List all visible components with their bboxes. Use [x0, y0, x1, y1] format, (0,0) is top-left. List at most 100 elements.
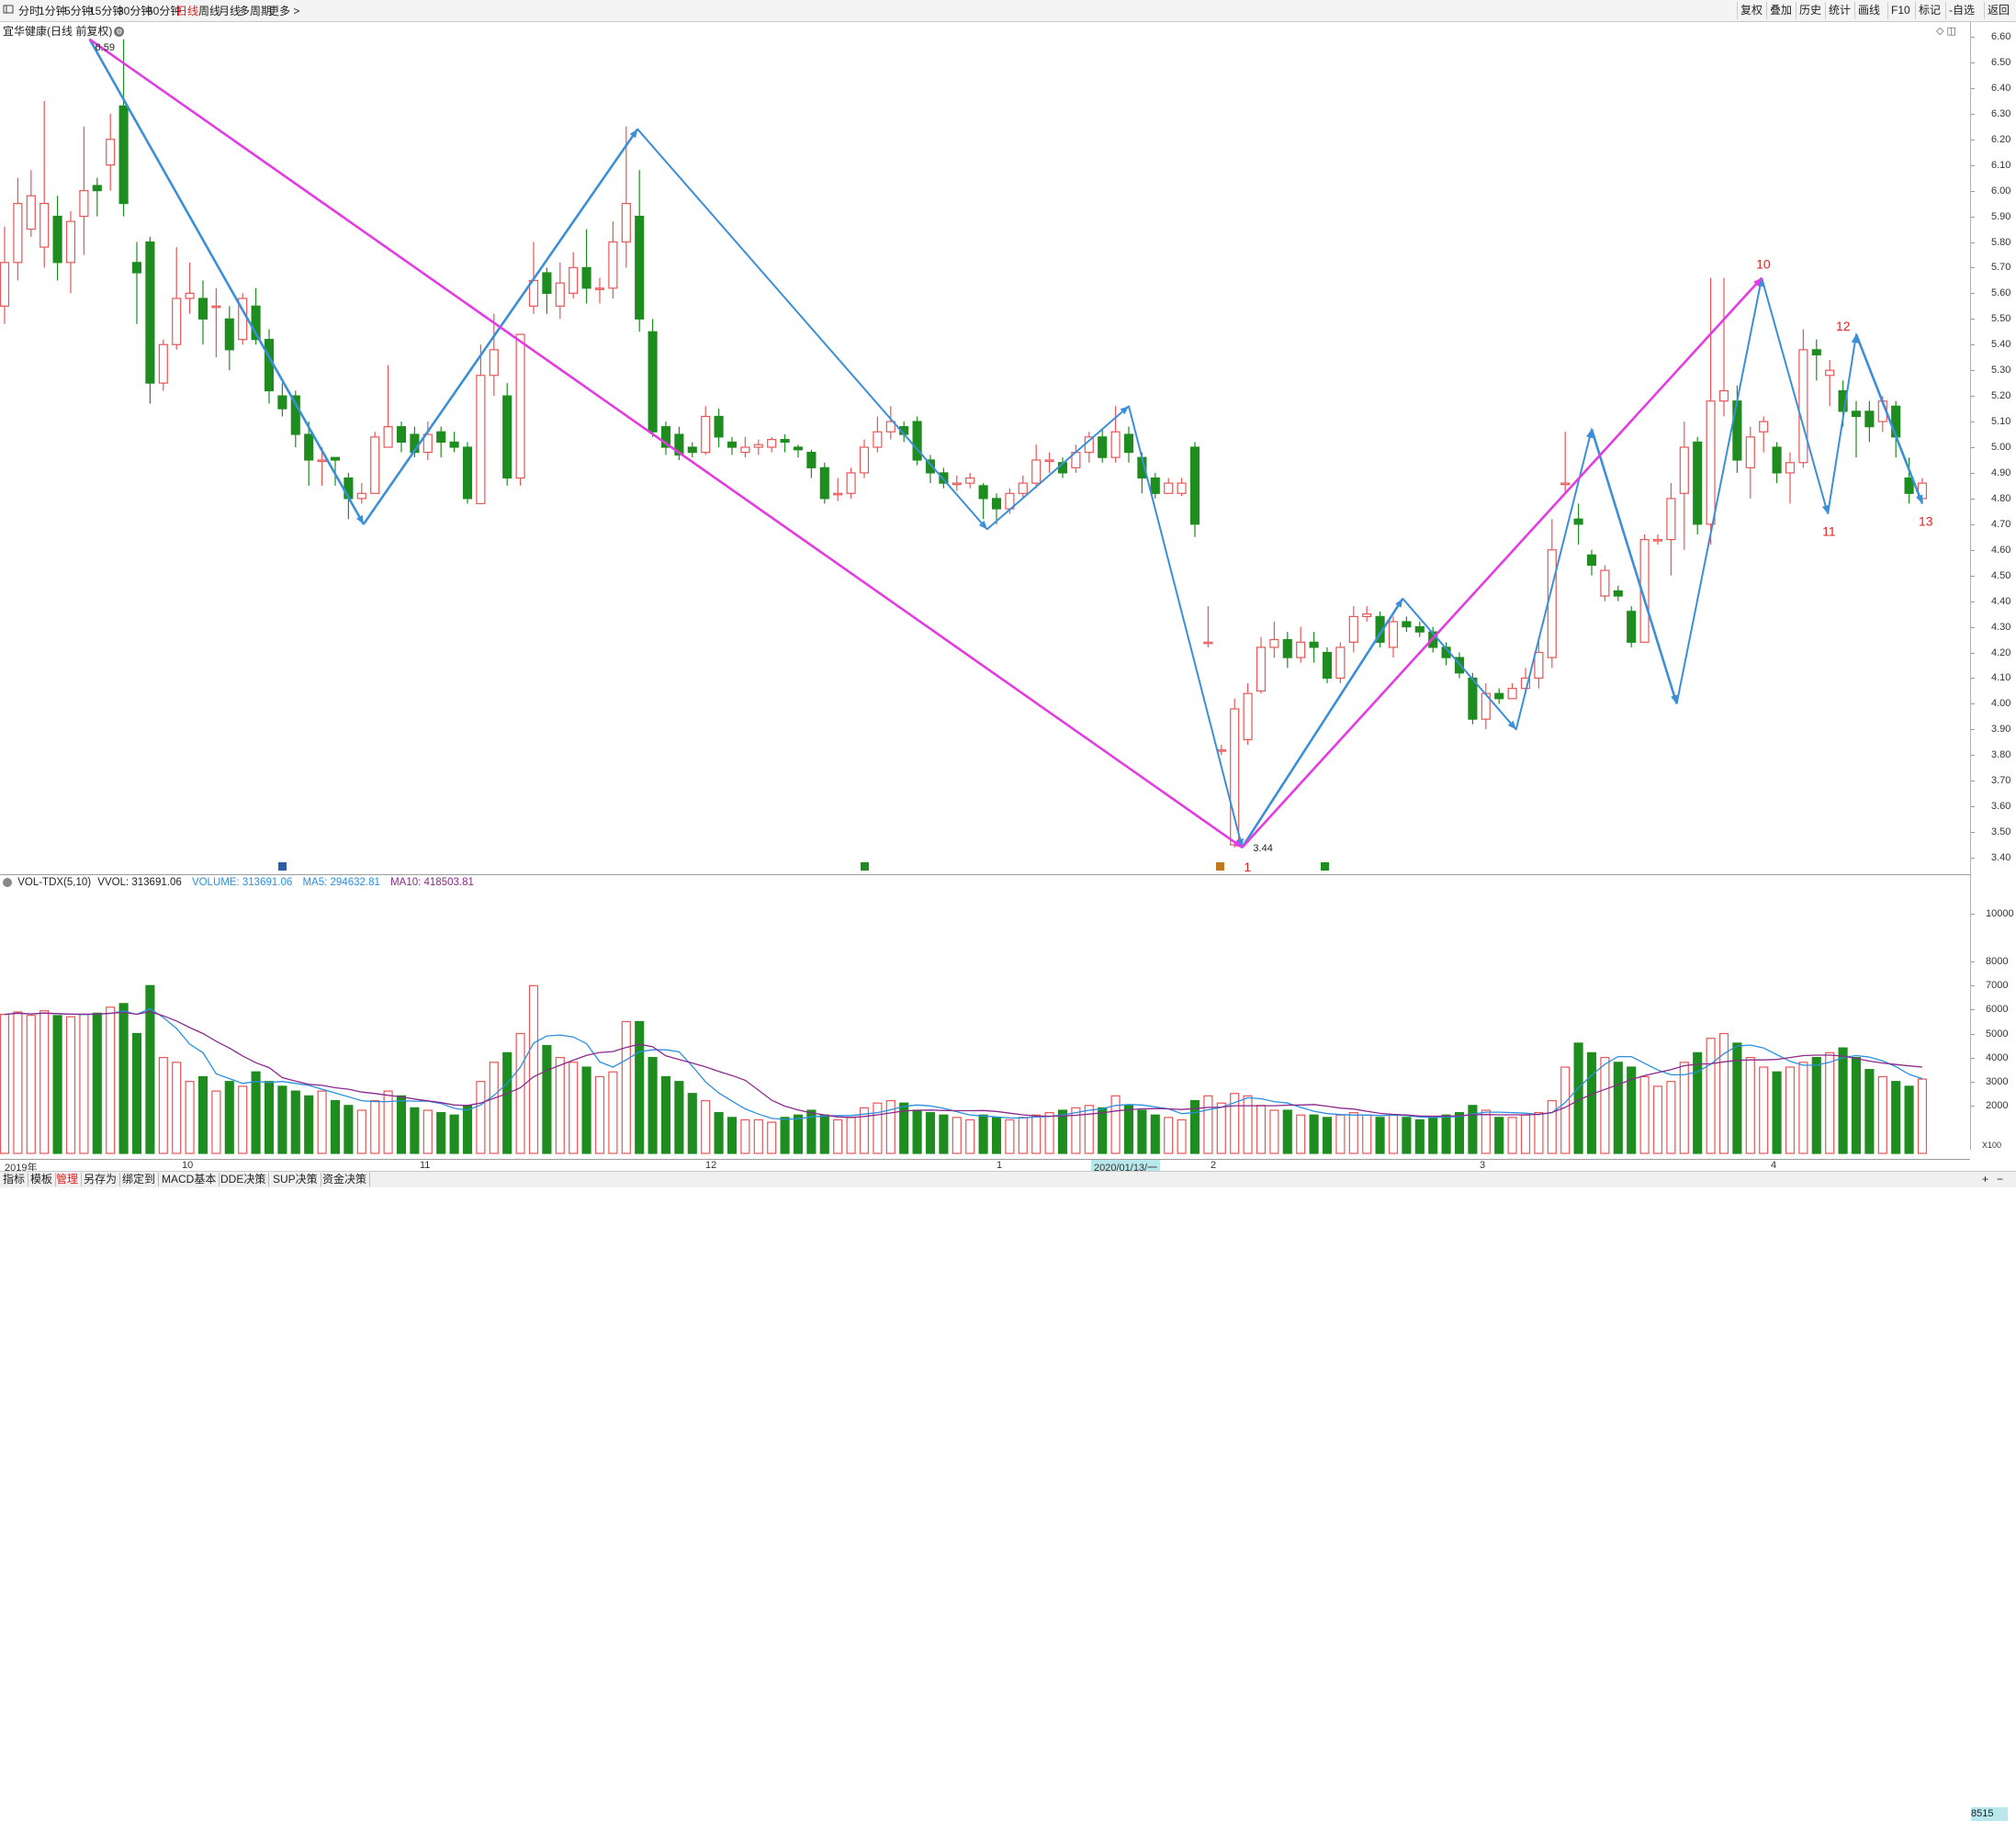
candle-body	[885, 421, 895, 433]
indicator-toggle-icon[interactable]	[3, 877, 12, 887]
toolbar-right-1[interactable]: 叠加	[1766, 2, 1795, 19]
period-tab-3[interactable]: 15分钟	[89, 5, 124, 17]
price-axis: ◇ ◫ 6.60 6.50 6.40 6.30 6.20 6.10 6.00 5.90 5.80…	[1936, 22, 2016, 874]
candlestick-chart[interactable]: 6.59 3.441 10 11 12 13	[0, 22, 1970, 1159]
period-tab-2[interactable]: 5分钟	[64, 5, 93, 17]
period-tab-8[interactable]: 月线	[219, 5, 242, 17]
settings-gear-icon[interactable]: ⚙	[114, 27, 125, 38]
volume-bar	[635, 1020, 645, 1154]
indicator-tab-0[interactable]: 指标	[0, 1173, 29, 1186]
volume-bar	[1164, 1117, 1174, 1154]
candle-body	[753, 444, 763, 448]
axis-toolbar-icons[interactable]: ◇ ◫	[1936, 26, 1956, 37]
volume-bar	[172, 1062, 182, 1154]
volume-bar	[714, 1112, 724, 1154]
candle-body	[806, 451, 817, 468]
date-label: 2	[1211, 1160, 1217, 1171]
indicator-tab-6[interactable]: DDE决策	[218, 1173, 270, 1186]
candle-body	[1904, 477, 1914, 494]
volume-bar	[1348, 1112, 1358, 1154]
ma10-value: MA10: 418503.81	[390, 877, 474, 888]
toolbar-right-7[interactable]: -自选	[1945, 2, 1977, 19]
candle-body	[1230, 708, 1240, 846]
candle-body	[449, 441, 459, 448]
toolbar-right-5[interactable]: F10	[1887, 2, 1913, 19]
date-label: 11	[420, 1160, 431, 1171]
event-marker-icon[interactable]	[1321, 862, 1329, 871]
indicator-tab-8[interactable]: 资金决策	[320, 1173, 371, 1186]
indicator-tab-5[interactable]: MACD基本	[159, 1173, 220, 1186]
volume-bar	[687, 1093, 697, 1154]
candle-body	[224, 318, 234, 351]
volume-bar	[1864, 1069, 1875, 1154]
candle-body	[819, 466, 829, 500]
volume-bar	[462, 1105, 473, 1154]
toolbar-right-6[interactable]: 标记	[1915, 2, 1943, 19]
candle-body	[1547, 549, 1557, 658]
indicator-tab-3[interactable]: 另存为	[81, 1173, 121, 1186]
candle-body	[1164, 482, 1174, 494]
period-tab-10[interactable]: 更多 >	[268, 5, 300, 17]
wave-arrow-head	[629, 129, 638, 139]
indicator-tab-1[interactable]: 模板	[28, 1173, 57, 1186]
period-tab-0[interactable]: 分时	[18, 5, 41, 17]
volume-bar	[290, 1090, 300, 1154]
volume-bar	[1560, 1066, 1571, 1154]
volume-bar	[1851, 1056, 1862, 1154]
date-label: 1	[997, 1160, 1003, 1171]
date-label: 10	[182, 1160, 194, 1171]
period-tab-9[interactable]: 多周期	[239, 5, 273, 17]
candle-body	[1652, 538, 1663, 542]
volume-bar	[224, 1081, 234, 1154]
toolbar-right-3[interactable]: 统计	[1825, 2, 1853, 19]
period-tab-7[interactable]: 周线	[198, 5, 221, 17]
volume-bar	[740, 1118, 750, 1154]
price-tick: 4.70	[1970, 518, 2011, 530]
wave-arrow-head	[1395, 598, 1403, 608]
toolbar-right-4[interactable]: 画线	[1854, 2, 1883, 19]
volume-bar	[1838, 1047, 1848, 1154]
volume-bar	[145, 984, 155, 1154]
event-marker-icon[interactable]	[861, 862, 869, 871]
wave-label-1: 1	[1244, 860, 1251, 874]
layout-icon[interactable]	[3, 3, 14, 19]
period-tab-5[interactable]: 60分钟	[147, 5, 182, 17]
candle-body	[52, 215, 62, 264]
toolbar-right-0[interactable]: 复权	[1737, 2, 1765, 19]
volume-bar	[1732, 1042, 1742, 1154]
period-tab-4[interactable]: 30分钟	[118, 5, 152, 17]
candle-body	[1414, 625, 1425, 633]
volume-bar	[1586, 1051, 1597, 1154]
candle-body	[304, 433, 314, 461]
period-tab-1[interactable]: 1分钟	[39, 5, 67, 17]
indicator-tab-4[interactable]: 绑定到	[119, 1173, 160, 1186]
price-tick: 5.80	[1970, 236, 2011, 248]
volume-bar	[0, 1014, 10, 1154]
event-marker-icon[interactable]	[1216, 862, 1224, 871]
price-tick: 4.80	[1970, 492, 2011, 504]
indicator-tab-2[interactable]: 管理	[53, 1173, 83, 1186]
price-tick: 4.40	[1970, 595, 2011, 607]
candle-body	[515, 333, 525, 479]
volume-bar	[952, 1117, 962, 1154]
candle-body	[1256, 646, 1267, 692]
trend-arrow-head	[1753, 277, 1763, 287]
wave-label-13: 13	[1919, 513, 1933, 528]
candle-body	[1177, 482, 1187, 494]
ma5-value: MA5: 294632.81	[302, 877, 380, 888]
candle-body	[1150, 477, 1160, 494]
period-tab-6[interactable]: 日线	[176, 5, 199, 17]
toolbar-right-8[interactable]: 返回	[1984, 2, 2012, 19]
event-marker-icon[interactable]	[278, 862, 287, 871]
volume-value: VOLUME: 313691.06	[191, 877, 293, 888]
candle-body	[1507, 688, 1517, 700]
volume-bar	[1402, 1117, 1412, 1154]
wave-arrow	[88, 39, 365, 525]
candle-body	[767, 439, 777, 448]
zoom-in-icon[interactable]: +	[1981, 1173, 1988, 1186]
volume-bar	[1613, 1062, 1623, 1154]
volume-bar	[925, 1112, 936, 1154]
zoom-out-icon[interactable]: −	[1996, 1173, 2003, 1186]
indicator-tab-7[interactable]: SUP决策	[270, 1173, 321, 1186]
toolbar-right-2[interactable]: 历史	[1796, 2, 1824, 19]
